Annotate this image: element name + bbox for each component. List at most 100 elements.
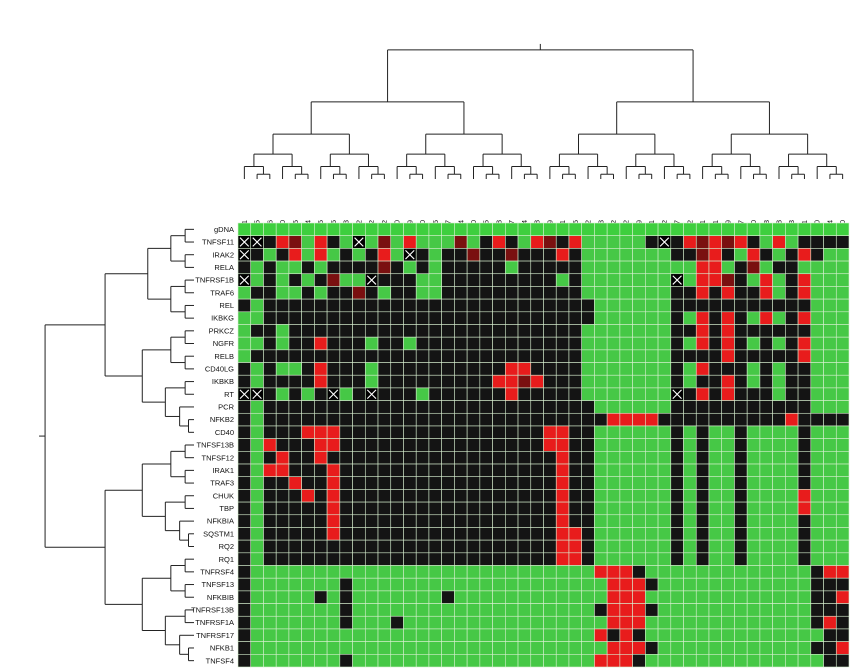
heatmap-cell: [759, 336, 773, 351]
heatmap-cell: [619, 412, 633, 427]
heatmap-cell: [683, 489, 697, 503]
heatmap-cell: [594, 654, 608, 668]
heatmap-cell: [428, 539, 442, 554]
heatmap-cell: [632, 349, 646, 363]
heatmap-cell: [759, 539, 773, 554]
heatmap-cell: [619, 248, 633, 262]
heatmap-cell: [275, 260, 290, 275]
heatmap-cell: [454, 451, 468, 465]
heatmap-cell: [403, 451, 417, 465]
heatmap-cell: [352, 260, 366, 275]
heatmap-cell: [403, 577, 417, 592]
heatmap-cell: [670, 489, 684, 503]
row-label: RQ2: [219, 542, 234, 551]
heatmap-cell: [670, 324, 684, 338]
heatmap-cell: [250, 349, 264, 363]
heatmap-cell: [390, 362, 404, 376]
heatmap-cell: [695, 400, 710, 414]
heatmap-cell: [403, 641, 417, 655]
heatmap-cell: [555, 425, 570, 439]
heatmap-cell: [339, 451, 353, 465]
heatmap-cell: [339, 527, 353, 541]
heatmap-cell: [708, 349, 723, 363]
heatmap-cell: [377, 463, 392, 478]
heatmap-cell: [734, 324, 748, 338]
heatmap-cell: [352, 501, 366, 516]
heatmap-cell: [619, 654, 633, 668]
heatmap-cell: [810, 324, 824, 338]
heatmap-cell: [810, 362, 824, 376]
heatmap-cell: [339, 387, 353, 401]
heatmap-cell: [352, 514, 366, 528]
heatmap-cell: [441, 311, 455, 325]
heatmap-cell: [721, 590, 735, 604]
heatmap-cell: [517, 628, 532, 642]
heatmap-cell: [415, 539, 430, 554]
heatmap-cell: [823, 552, 837, 566]
heatmap-cell: [823, 362, 837, 376]
row-label: CD40: [215, 428, 234, 437]
heatmap-cell: [403, 590, 417, 604]
heatmap-cell: [377, 324, 392, 338]
row-label: RELA: [214, 263, 234, 272]
heatmap-cell: [428, 527, 442, 541]
heatmap-cell: [619, 260, 633, 275]
heatmap-cell: [352, 590, 366, 604]
heatmap-cell: [441, 527, 455, 541]
heatmap-cell: [555, 476, 570, 490]
heatmap-cell: [619, 349, 633, 363]
heatmap-cell: [555, 400, 570, 414]
heatmap-cell: [797, 501, 812, 516]
heatmap-cell: [632, 387, 646, 401]
heatmap-cell: [288, 615, 302, 630]
heatmap-cell: [581, 476, 595, 490]
heatmap-cell: [797, 463, 812, 478]
heatmap-cell: [683, 222, 697, 236]
heatmap-cell: [288, 641, 302, 655]
heatmap-cell: [734, 539, 748, 554]
heatmap-cell: [403, 654, 417, 668]
heatmap-cell: [415, 527, 430, 541]
heatmap-cell: [721, 565, 735, 579]
heatmap-cell: [606, 336, 621, 351]
heatmap-cell: [275, 552, 290, 566]
heatmap-cell: [670, 311, 684, 325]
heatmap-cell: [441, 260, 455, 275]
heatmap-cell: [415, 387, 430, 401]
heatmap-cell: [772, 349, 786, 363]
heatmap-cell: [415, 349, 430, 363]
heatmap-cell: [835, 552, 850, 566]
heatmap-cell: [746, 324, 761, 338]
heatmap-cell: [390, 336, 404, 351]
heatmap-cell: [326, 565, 341, 579]
heatmap-cell: [352, 298, 366, 313]
heatmap-cell: [428, 222, 442, 236]
heatmap-cell: [403, 298, 417, 313]
heatmap-cell: [734, 362, 748, 376]
heatmap-cell: [237, 590, 252, 604]
heatmap-cell: [823, 565, 837, 579]
heatmap-cell: [708, 311, 723, 325]
heatmap-cell: [759, 615, 773, 630]
heatmap-cell: [594, 615, 608, 630]
heatmap-cell: [772, 527, 786, 541]
heatmap-cell: [708, 539, 723, 554]
heatmap-cell: [479, 311, 493, 325]
heatmap-cell: [339, 603, 353, 617]
heatmap-cell: [734, 235, 748, 249]
heatmap-cell: [835, 615, 850, 630]
heatmap-cell: [594, 412, 608, 427]
heatmap-cell: [530, 489, 544, 503]
heatmap-cell: [326, 463, 341, 478]
heatmap-cell: [568, 590, 582, 604]
heatmap-cell: [454, 615, 468, 630]
heatmap-cell: [632, 552, 646, 566]
heatmap-cell: [683, 451, 697, 465]
heatmap-cell: [683, 336, 697, 351]
heatmap-cell: [581, 489, 595, 503]
heatmap-cell: [530, 628, 544, 642]
heatmap-cell: [390, 235, 404, 249]
heatmap-cell: [632, 248, 646, 262]
heatmap-cell: [441, 552, 455, 566]
heatmap-cell: [479, 425, 493, 439]
